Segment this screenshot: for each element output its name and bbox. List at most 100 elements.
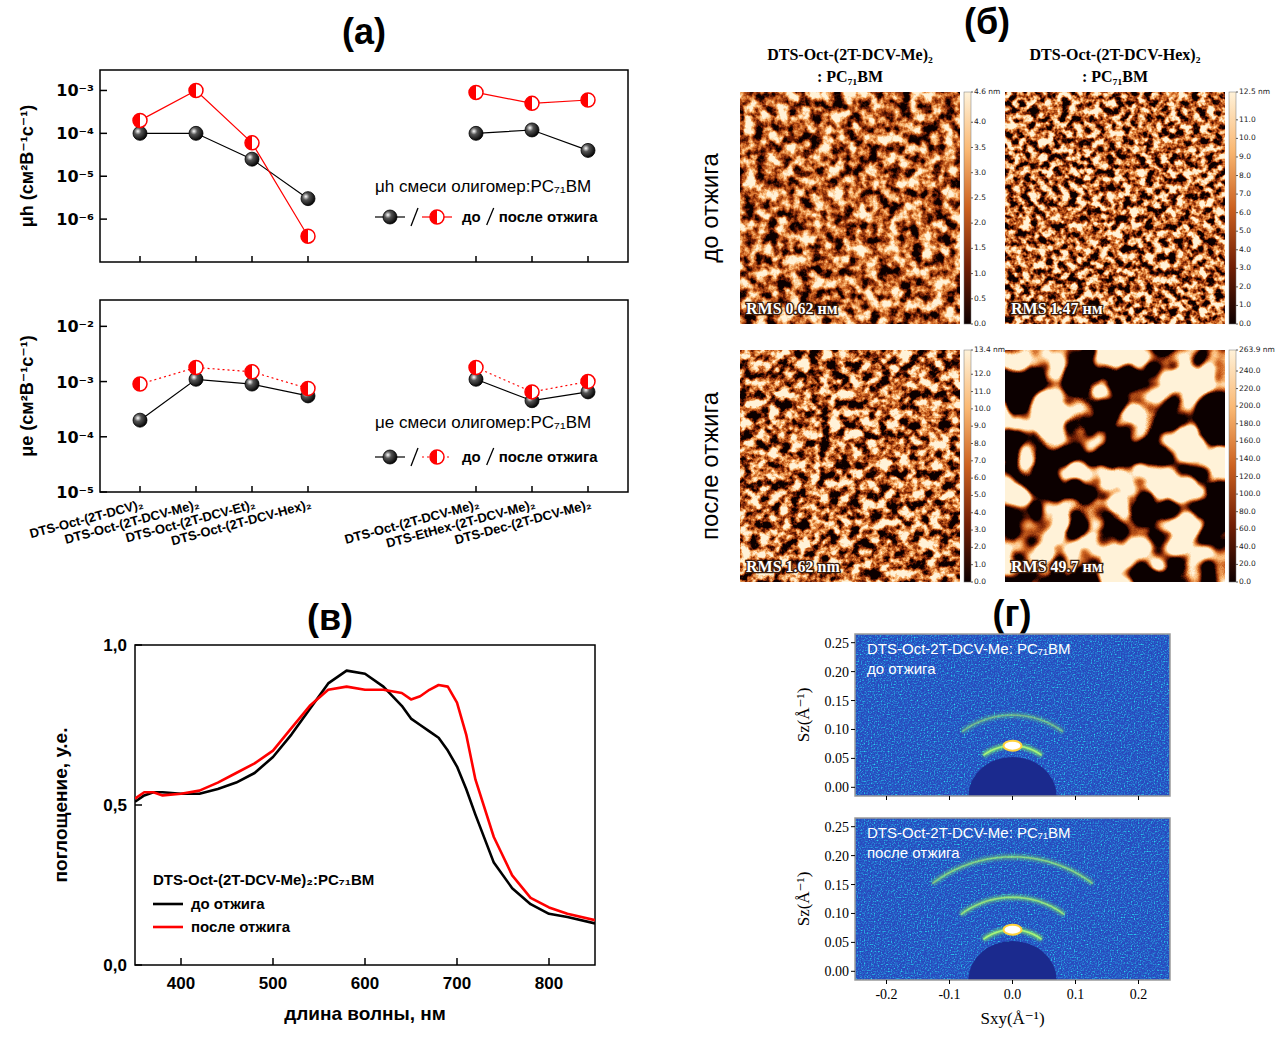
colorbar-tick-label: 180.0 [1239,419,1261,428]
x-tick-label: 800 [535,974,563,993]
data-marker [383,210,397,224]
y-tick-label: 10⁻⁴ [56,428,94,447]
series-line [135,685,595,920]
marker-ring [133,377,147,391]
colorbar-tick [971,324,973,325]
colorbar-tick [971,147,973,148]
marker-half [301,229,308,243]
y-tick [851,758,855,759]
colorbar-tick [971,564,973,565]
header-line: : PC₇₁BM [1082,68,1148,85]
colorbar-tick [1236,350,1238,351]
colorbar-tick [1236,324,1238,325]
colorbar-tick-label: 2.0 [974,218,986,227]
x-tick [195,256,197,262]
data-marker [133,413,147,427]
rms-label: RMS 49.7 нм [1011,558,1103,575]
colorbar-tick-label: 5.0 [974,490,986,499]
marker-ring [245,365,259,379]
data-marker [581,93,595,107]
colorbar-tick-label: 1.0 [974,269,986,278]
colorbar-tick-label: 0.0 [974,577,986,586]
colorbar-tick-label: 0.0 [1239,577,1251,586]
y-tick-label: 10⁻⁴ [56,124,94,143]
y-tick [851,913,855,914]
marker-half [581,93,588,107]
header-line: DTS-Oct-(2T-DCV-Hex)₂ [1030,46,1201,64]
y-axis-title: Sz(Å⁻¹) [794,872,813,927]
marker-ring [189,360,203,374]
data-marker [301,381,315,395]
legend-line [153,926,183,929]
colorbar-tick [1236,231,1238,232]
x-tick [949,796,950,800]
legend: допосле отжига [375,208,598,226]
colorbar-tick [1236,476,1238,477]
data-marker [469,85,483,99]
colorbar-tick [1236,371,1238,372]
legend-label: до [462,448,481,465]
colorbar-tick [1236,175,1238,176]
colorbar-tick [1236,92,1238,93]
column-header: DTS-Oct-(2T-DCV-Hex)₂ : PC₇₁BM [1030,46,1201,85]
panel-letter: (в) [307,597,353,638]
x-tick [531,486,533,492]
colorbar-tick-label: 10.0 [1239,133,1256,142]
image-title: DTS-Oct-2T-DCV-Me: PC₇₁BM [867,640,1071,657]
image-area [855,634,1170,796]
x-tick [195,486,197,492]
y-tick-label: 10⁻² [56,317,94,336]
marker-ring [133,113,147,127]
colorbar-tick [1236,511,1238,512]
data-marker [525,385,539,399]
colorbar-tick [1236,119,1238,120]
x-axis-title: длина волны, нм [284,1003,446,1024]
marker-half [301,381,308,395]
x-tick [548,958,550,965]
afm-image [1005,92,1225,324]
marker-ball [383,210,397,224]
reflection-arc [962,715,1063,732]
y-tick [135,644,142,646]
x-tick-label: DTS-Dec-(2T-DCV-Me)₂ [453,496,593,547]
colorbar-tick-label: 5.0 [1239,226,1251,235]
marker-half [189,83,196,97]
legend-slash [411,448,418,466]
colorbar-tick-label: 60.0 [1239,524,1256,533]
y-tick-label: 0,0 [103,956,127,975]
colorbar-tick-label: 263.9 nm [1239,345,1275,354]
rms-label: RMS 1.47 нм [1011,300,1103,317]
data-marker [469,126,483,140]
colorbar-tick [1236,441,1238,442]
reflection [962,715,1063,732]
colorbar [1229,350,1236,582]
colorbar-tick-label: 140.0 [1239,454,1261,463]
legend-label: до отжига [191,895,265,912]
x-tick [139,486,141,492]
y-tick-label: 10⁻⁶ [56,210,94,229]
colorbar-tick [1236,388,1238,389]
x-tick [139,256,141,262]
y-tick-label: 0.00 [825,964,850,979]
colorbar-tick [971,92,973,93]
y-tick [135,964,142,966]
afm-image [740,350,960,582]
x-tick [949,980,950,984]
x-tick-label: 600 [351,974,379,993]
y-tick-label: 10⁻⁵ [56,483,94,502]
y-tick [851,971,855,972]
y-tick-label: 0.00 [825,780,850,795]
colorbar-tick-label: 6.0 [1239,208,1251,217]
data-marker [133,126,147,140]
data-marker [301,229,315,243]
colorbar-tick-label: 120.0 [1239,472,1261,481]
data-marker [525,96,539,110]
image-area [855,818,1170,980]
x-tick [1138,980,1139,984]
rms-label: RMS 1.62 nm [746,558,840,575]
colorbar-tick-label: 4.0 [1239,245,1251,254]
y-axis-title: μh (см²В⁻¹с⁻¹) [17,105,37,227]
marker-half [133,377,140,391]
annotation: μh смеси олигомер:PC₇₁BM [375,177,591,196]
marker-ball [383,450,397,464]
